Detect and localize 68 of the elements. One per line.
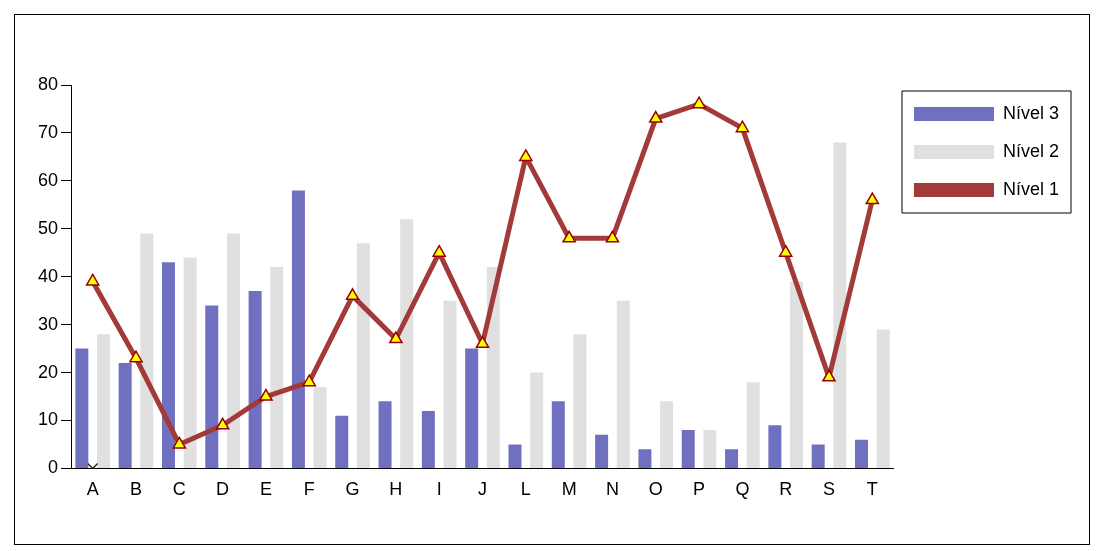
bar xyxy=(616,300,630,468)
x-tick-label: B xyxy=(129,479,142,500)
x-tick-label: P xyxy=(693,479,706,500)
x-tick-label: J xyxy=(478,479,487,500)
bar xyxy=(291,190,305,468)
bar xyxy=(811,444,825,468)
bar xyxy=(400,219,414,468)
y-tick-label: 0 xyxy=(48,457,59,478)
bar xyxy=(595,434,609,468)
x-tick-label: O xyxy=(648,479,663,500)
y-tick-label: 80 xyxy=(37,73,59,94)
y-tick-label: 40 xyxy=(37,265,59,286)
bar xyxy=(421,410,435,468)
bar xyxy=(248,291,262,468)
bar xyxy=(226,233,240,468)
x-tick-label: L xyxy=(520,479,531,500)
y-tick-label: 20 xyxy=(37,361,59,382)
x-tick-label: A xyxy=(86,479,99,500)
legend-label: Nível 2 xyxy=(1002,140,1060,161)
x-tick-label: D xyxy=(216,479,230,500)
bar xyxy=(465,348,479,468)
bar xyxy=(205,305,219,468)
bar xyxy=(313,386,327,468)
bar xyxy=(140,233,154,468)
x-tick-label: M xyxy=(561,479,577,500)
y-tick-label: 30 xyxy=(37,313,59,334)
y-tick-label: 70 xyxy=(37,121,59,142)
x-tick-label: R xyxy=(779,479,793,500)
bar xyxy=(356,243,370,468)
bar xyxy=(681,430,695,468)
legend-label: Nível 3 xyxy=(1002,102,1060,123)
bar xyxy=(335,415,349,468)
y-tick-label: 60 xyxy=(37,169,59,190)
x-tick-label: I xyxy=(436,479,442,500)
y-tick-label: 50 xyxy=(37,217,59,238)
bar xyxy=(790,281,804,468)
bar xyxy=(75,348,89,468)
bar xyxy=(833,142,847,468)
x-tick-label: C xyxy=(172,479,186,500)
y-tick-label: 10 xyxy=(37,409,59,430)
x-tick-label: F xyxy=(303,479,315,500)
x-tick-label: S xyxy=(823,479,836,500)
x-tick-label: H xyxy=(389,479,403,500)
bar xyxy=(378,401,392,468)
x-tick-label: Q xyxy=(735,479,750,500)
x-tick-label: T xyxy=(866,479,878,500)
x-tick-label: E xyxy=(259,479,272,500)
bar xyxy=(508,444,522,468)
bar xyxy=(530,372,544,468)
x-tick-label: N xyxy=(605,479,619,500)
bar xyxy=(746,382,760,468)
x-tick-label: G xyxy=(345,479,360,500)
bar xyxy=(638,449,652,468)
bar xyxy=(768,425,782,468)
bar xyxy=(660,401,674,468)
bar xyxy=(551,401,565,468)
bar xyxy=(161,262,175,468)
bar xyxy=(876,329,890,468)
bar xyxy=(855,439,868,468)
bar xyxy=(97,334,110,468)
bar xyxy=(573,334,587,468)
bar xyxy=(725,449,739,468)
bar xyxy=(703,430,717,468)
bar xyxy=(270,267,284,468)
bar xyxy=(443,300,457,468)
bar xyxy=(183,257,197,468)
legend-label: Nível 1 xyxy=(1002,178,1060,199)
bar xyxy=(118,362,132,468)
